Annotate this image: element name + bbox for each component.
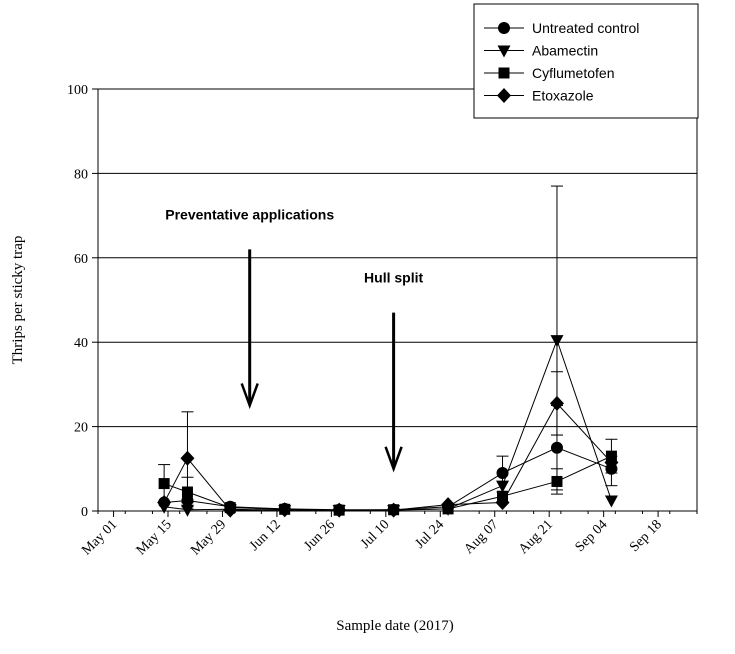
data-point: [495, 495, 510, 511]
data-point: [386, 502, 401, 518]
series-abamectin: [157, 185, 618, 518]
x-tick-label: May 01: [79, 517, 120, 558]
data-point: [549, 395, 564, 411]
data-point: [157, 495, 172, 511]
series-untreated-control: [158, 405, 618, 516]
series-line: [164, 447, 612, 511]
data-point: [496, 480, 510, 493]
y-tick-label: 20: [74, 421, 88, 436]
data-point: [496, 467, 509, 480]
x-tick-label: Jun 26: [301, 517, 338, 554]
series-line: [163, 402, 612, 511]
legend-marker: [497, 45, 511, 58]
annotation-arrow-head: [240, 383, 259, 410]
data-point: [180, 450, 195, 466]
annotation-text: Preventative applications: [165, 206, 334, 222]
x-tick-label: Sep 04: [573, 517, 611, 555]
legend-label: Abamectin: [532, 43, 598, 59]
x-tick-label: Jul 24: [413, 517, 448, 552]
annotation-text: Hull split: [364, 270, 423, 286]
data-point: [550, 335, 564, 348]
y-tick-label: 40: [74, 336, 88, 351]
x-tick-label: Jul 10: [358, 517, 393, 552]
legend-label: Etoxazole: [532, 88, 594, 104]
y-tick-label: 80: [74, 167, 88, 182]
data-point: [180, 504, 194, 517]
legend-marker: [498, 67, 510, 79]
series-etoxazole: [157, 371, 619, 518]
data-point: [604, 495, 618, 508]
legend-label: Untreated control: [532, 20, 639, 36]
legend-marker: [497, 88, 511, 103]
y-tick-label: 0: [81, 505, 88, 520]
legend-item: Abamectin: [484, 43, 598, 59]
annotation-1: Hull split: [364, 270, 423, 473]
data-point: [223, 502, 238, 518]
series-group: [157, 185, 619, 518]
legend-label: Cyflumetofen: [532, 65, 614, 81]
y-axis-title: Thrips per sticky trap: [10, 236, 26, 365]
data-point: [277, 502, 292, 518]
y-tick-label: 100: [67, 83, 88, 98]
annotations: Preventative applications Hull split: [165, 206, 423, 473]
x-tick-label: Jun 12: [247, 517, 284, 554]
data-point: [441, 497, 456, 513]
legend-marker: [498, 22, 510, 34]
legend-item: Etoxazole: [484, 88, 594, 104]
data-point: [551, 475, 563, 487]
x-tick-label: Aug 07: [462, 517, 502, 557]
x-tick-label: Aug 21: [516, 517, 556, 557]
y-tick-label: 60: [74, 252, 88, 267]
legend-item: Cyflumetofen: [484, 65, 614, 81]
x-axis-title: Sample date (2017): [336, 618, 453, 634]
x-tick-label: Sep 18: [627, 517, 665, 555]
data-point: [158, 478, 170, 490]
annotation-arrow-head: [384, 446, 403, 473]
legend-item: Untreated control: [484, 20, 639, 36]
annotation-0: Preventative applications: [165, 206, 334, 410]
x-tick-label: May 29: [188, 517, 229, 558]
data-point: [332, 502, 347, 518]
legend: Untreated control Abamectin Cyflumetofen Et…: [473, 3, 699, 119]
legend-box: [473, 3, 699, 119]
data-point: [604, 454, 619, 470]
x-tick-label: May 15: [134, 517, 175, 558]
data-point: [550, 441, 563, 454]
